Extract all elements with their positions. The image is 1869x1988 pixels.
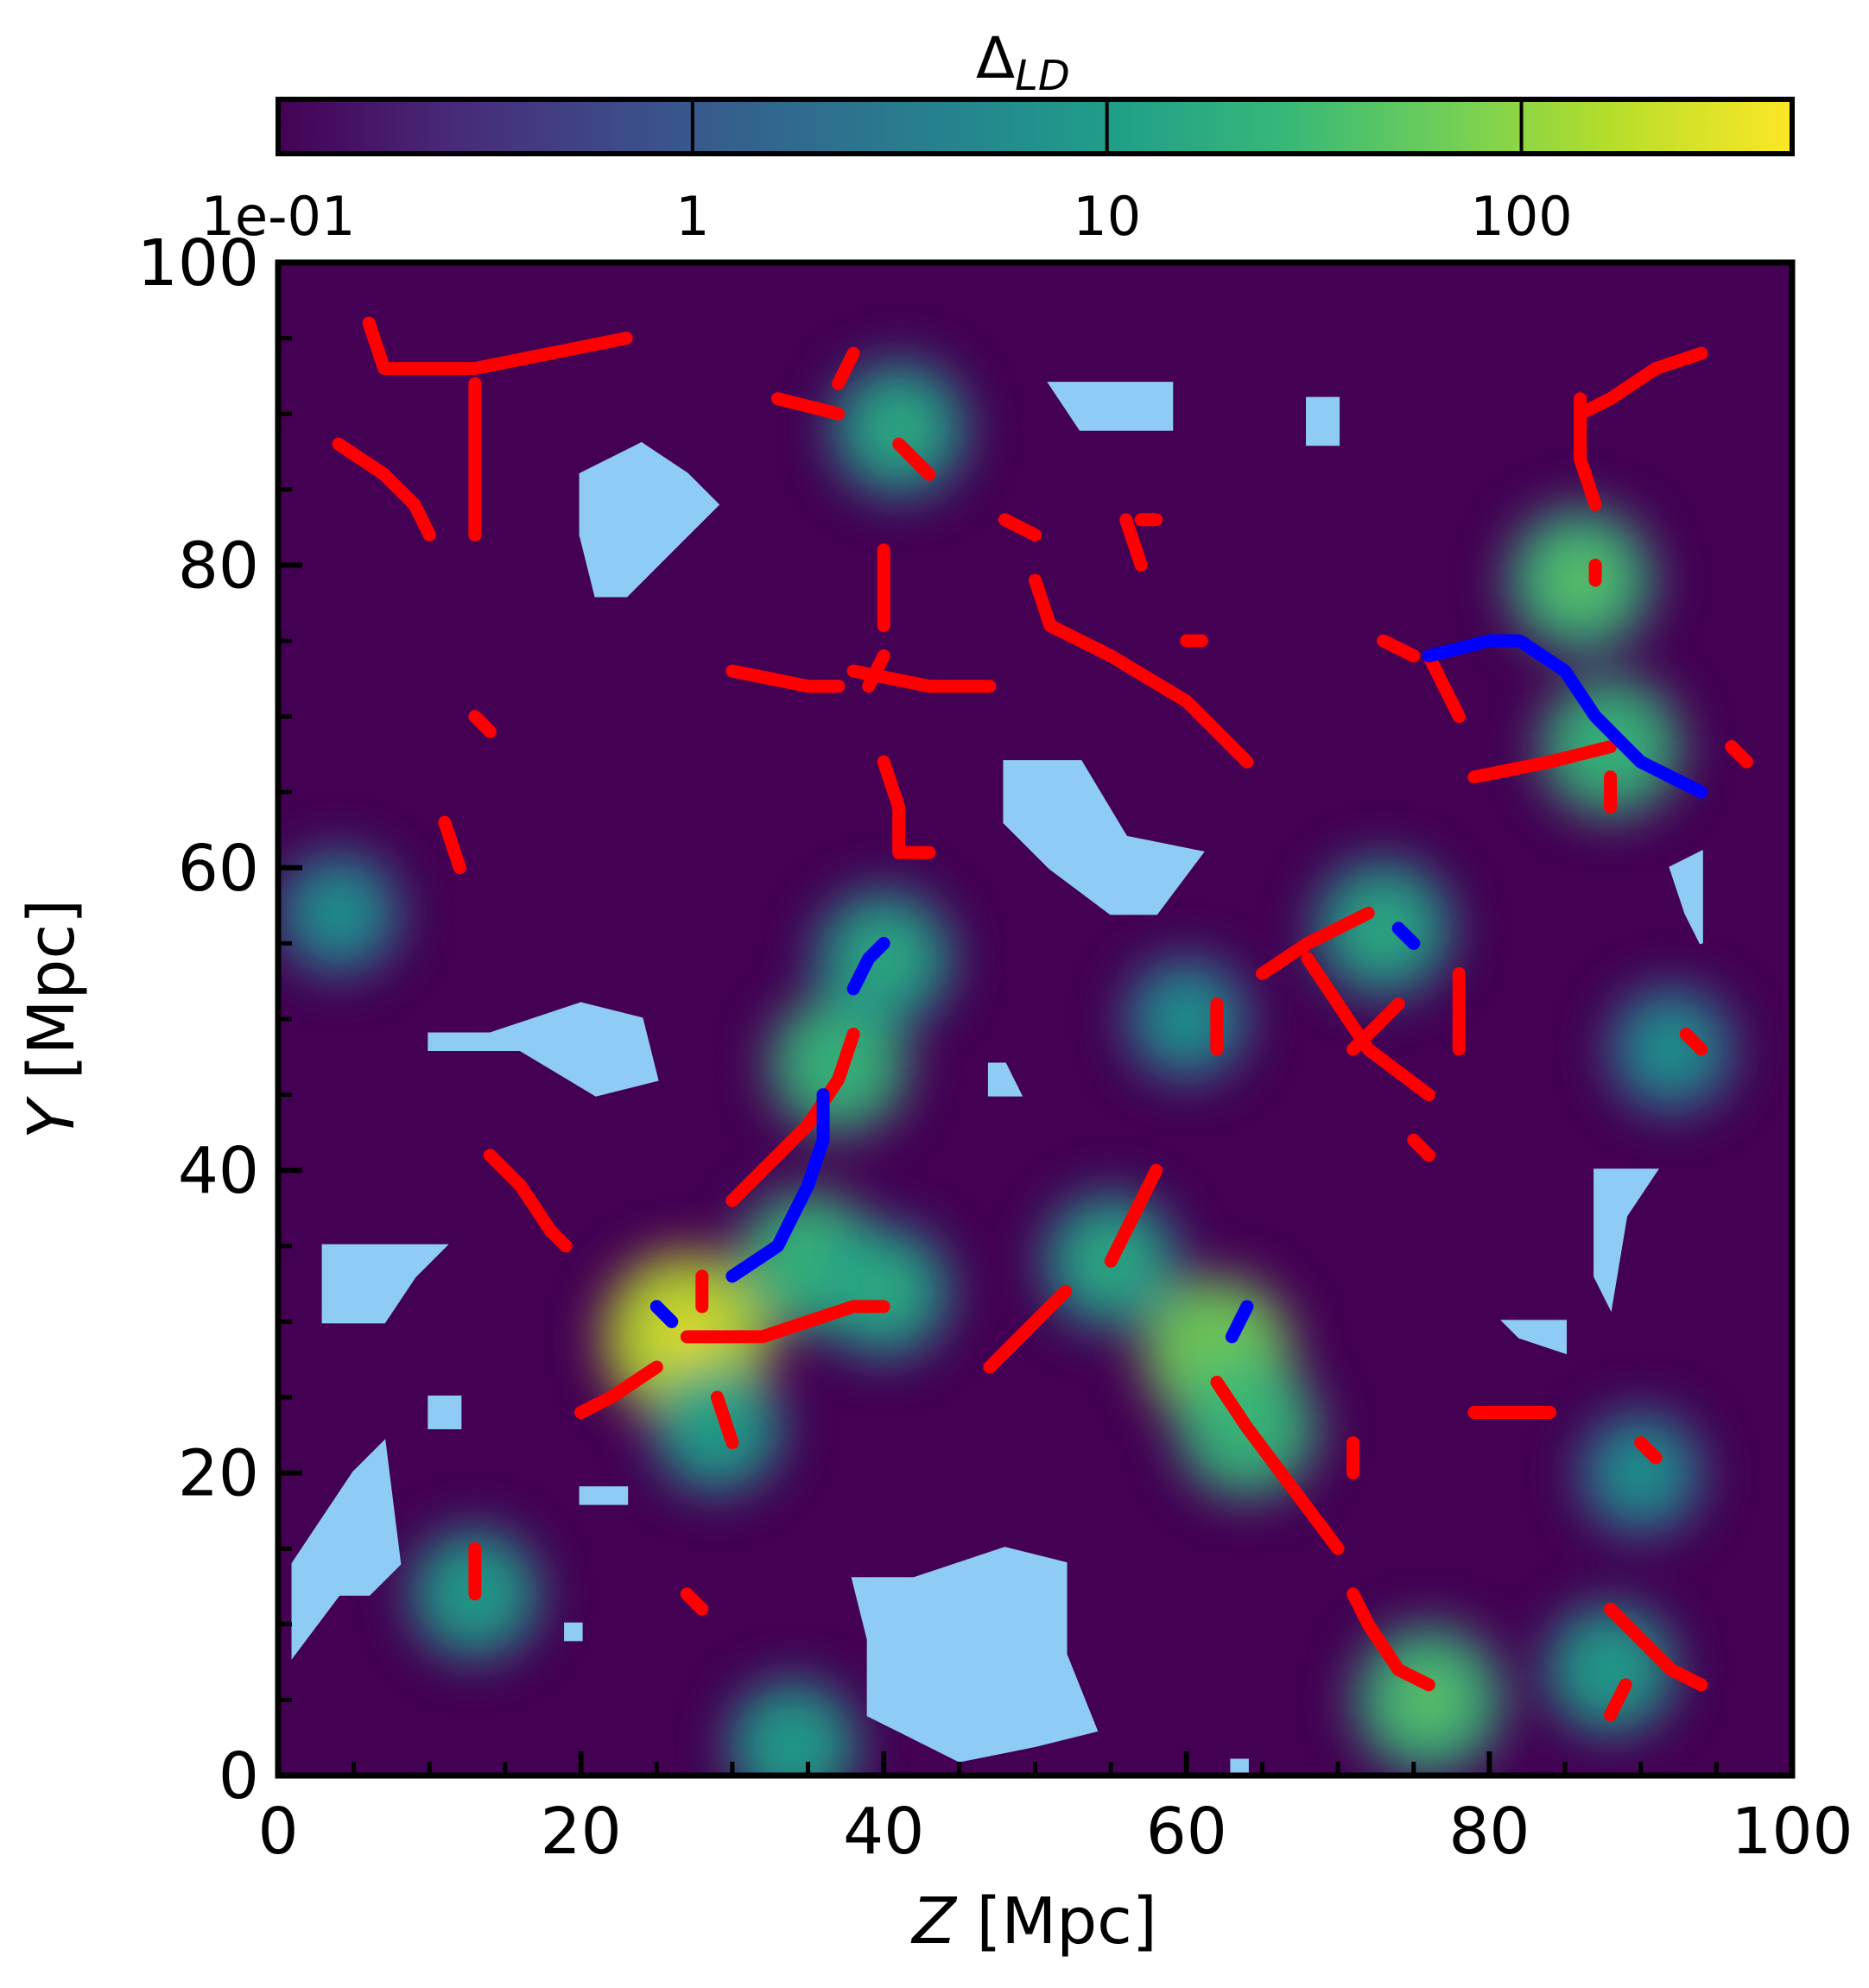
blue-filament-segment — [1422, 634, 1708, 799]
y-tick-label: 80 — [178, 529, 259, 603]
colorbar: ΔLD 1e-01 1 10 100 — [201, 25, 1795, 248]
blue-filament-segment — [649, 1300, 679, 1328]
void-region — [321, 1244, 449, 1324]
x-tick-label: 80 — [1448, 1795, 1530, 1869]
colorbar-tick-label: 1e-01 — [201, 185, 356, 248]
red-filament-segment — [1679, 1028, 1708, 1056]
void-region — [1306, 396, 1340, 446]
blue-filament-segment — [725, 1088, 830, 1283]
x-tick-label: 0 — [257, 1795, 298, 1869]
red-filament-segment — [983, 1284, 1073, 1374]
colorbar-frame — [276, 97, 1795, 156]
y-tick-label: 20 — [178, 1437, 259, 1511]
void-region — [428, 1002, 659, 1097]
colorbar-tick-label: 100 — [1470, 185, 1572, 248]
red-filament-segment — [1029, 573, 1254, 769]
red-filament-segment — [574, 1360, 663, 1419]
x-tick-label: 40 — [843, 1795, 924, 1869]
void-region — [1500, 1320, 1568, 1355]
void-region — [1047, 382, 1174, 431]
colorbar-tick-label: 10 — [1073, 185, 1141, 248]
red-filament-segment — [1104, 1163, 1163, 1268]
red-filament-segment — [771, 392, 846, 421]
red-filament-segment — [892, 437, 936, 481]
red-filament-segment — [1210, 1376, 1345, 1555]
void-region — [987, 1062, 1023, 1097]
blue-filament-segment — [1391, 921, 1421, 950]
y-tick-label: 100 — [137, 226, 259, 301]
red-filament-segment — [1604, 1678, 1632, 1722]
x-axis-label: Z [Mpc] — [910, 1884, 1156, 1959]
red-filament-segment — [1574, 392, 1602, 511]
red-filament-segment — [1119, 513, 1148, 572]
red-filament-segment — [1407, 1133, 1435, 1162]
void-region — [1003, 760, 1205, 915]
plot-area — [278, 263, 1792, 1776]
colorbar-label: ΔLD — [976, 25, 1070, 100]
red-filament-segment — [438, 815, 466, 875]
density-peak-core — [1404, 1675, 1454, 1725]
x-tick-label: 20 — [541, 1795, 622, 1869]
red-filament-segment — [1574, 346, 1708, 421]
density-peak-core — [874, 404, 923, 453]
red-filament-segment — [1346, 997, 1405, 1056]
filament-series — [332, 316, 1753, 1722]
colorbar-label-subscript: LD — [1015, 52, 1070, 100]
red-filament-segment — [832, 346, 860, 390]
y-tick-label: 0 — [219, 1739, 259, 1814]
void-region — [579, 441, 720, 598]
red-filament-segment — [1301, 952, 1435, 1102]
void-region — [851, 1547, 1099, 1763]
red-filament-segment — [862, 649, 890, 693]
axes-frame — [275, 259, 1796, 1779]
density-peak-core — [768, 1720, 818, 1770]
void-region — [564, 1622, 583, 1642]
colorbar-gradient — [278, 99, 1792, 154]
red-filament-segment — [468, 710, 497, 738]
red-filament-segment — [1422, 649, 1466, 724]
density-peak-core — [1162, 994, 1211, 1044]
red-filament-segment — [1346, 1587, 1435, 1692]
x-tick-label: 100 — [1731, 1795, 1853, 1869]
red-filament-segment — [725, 664, 846, 693]
red-filament-segment — [680, 1300, 890, 1344]
red-filament-segment — [362, 316, 633, 376]
blue-filament-segment — [846, 936, 890, 996]
red-filament-segment — [680, 1587, 709, 1616]
y-tick-label: 60 — [178, 832, 259, 906]
red-filament-segment — [998, 513, 1042, 541]
density-peak-core — [314, 889, 364, 938]
red-filament-segment — [1467, 740, 1618, 784]
y-axis-label: Y [Mpc] — [15, 899, 89, 1139]
red-filament-segment — [1256, 906, 1375, 980]
red-filament-segment — [1377, 634, 1421, 662]
void-region — [1593, 1168, 1659, 1313]
void-region — [428, 1396, 462, 1430]
red-filament-segment — [1725, 740, 1753, 769]
red-filament-segment — [877, 755, 936, 859]
red-filament-segment — [483, 1149, 557, 1238]
y-tick-label: 40 — [178, 1134, 259, 1208]
void-region — [1669, 850, 1703, 945]
red-filament-segment — [544, 1224, 573, 1253]
void-regions — [291, 382, 1703, 1776]
colorbar-ticks: 1e-01 1 10 100 — [201, 99, 1573, 248]
colorbar-tick-label: 1 — [675, 185, 709, 248]
red-filament-segment — [1634, 1436, 1663, 1465]
red-filament-segment — [710, 1390, 739, 1450]
x-tick-label: 60 — [1146, 1795, 1227, 1869]
void-region — [579, 1486, 629, 1505]
void-region — [1230, 1758, 1249, 1776]
blue-filament-segment — [1225, 1300, 1254, 1344]
red-filament-segment — [1604, 1602, 1708, 1692]
void-region — [291, 1439, 402, 1660]
red-filament-segment — [332, 437, 436, 541]
